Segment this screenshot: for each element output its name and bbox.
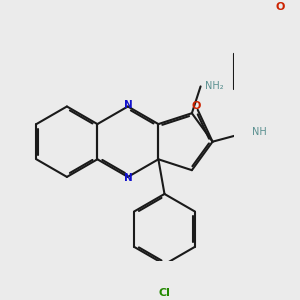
Text: O: O: [275, 2, 284, 12]
Text: O: O: [191, 101, 201, 111]
Text: NH₂: NH₂: [205, 81, 224, 92]
Text: NH: NH: [252, 127, 266, 137]
Text: Cl: Cl: [159, 288, 170, 298]
Text: N: N: [124, 100, 132, 110]
Text: N: N: [124, 173, 132, 183]
